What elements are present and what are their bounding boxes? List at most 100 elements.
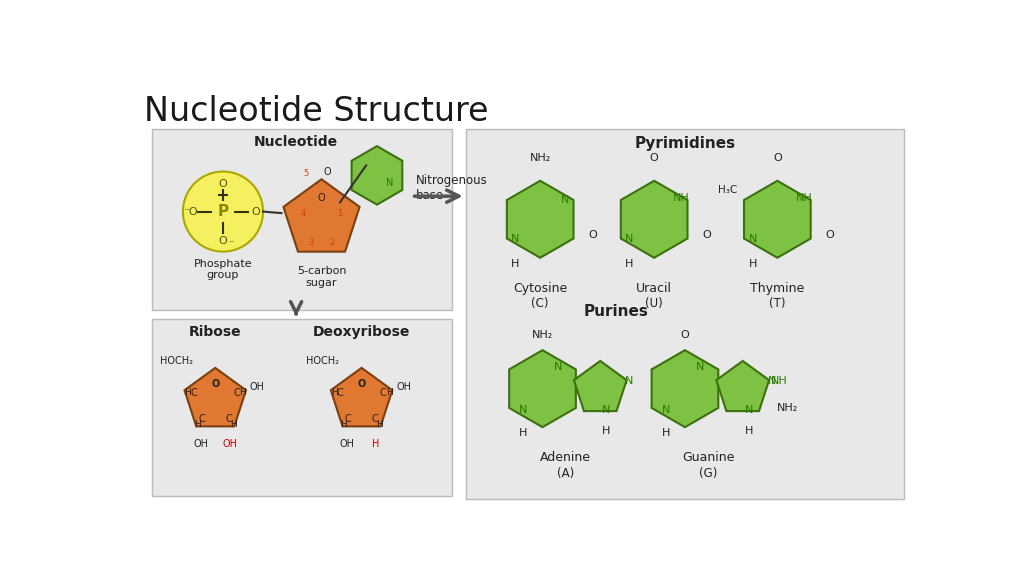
Text: H: H	[626, 259, 634, 269]
Text: N: N	[602, 406, 610, 415]
Text: O: O	[218, 236, 227, 246]
Text: O: O	[357, 379, 366, 389]
Text: 4: 4	[300, 209, 306, 218]
Text: H: H	[376, 420, 383, 429]
Text: NH: NH	[771, 376, 788, 386]
Text: Nitrogenous
base: Nitrogenous base	[416, 175, 487, 203]
Polygon shape	[351, 146, 402, 204]
Text: H: H	[331, 388, 338, 397]
Text: N: N	[511, 233, 520, 244]
Text: NH: NH	[796, 193, 813, 203]
Text: C: C	[337, 388, 343, 398]
Polygon shape	[651, 350, 718, 427]
Text: O: O	[773, 153, 781, 162]
Text: N: N	[696, 362, 705, 372]
Bar	[466, 129, 904, 499]
Text: H: H	[749, 259, 757, 269]
Text: O: O	[218, 179, 227, 189]
Text: N: N	[554, 362, 562, 372]
Text: Purines: Purines	[584, 304, 648, 319]
Text: Adenine: Adenine	[540, 452, 591, 464]
Text: (U): (U)	[645, 297, 663, 310]
Text: H₃C: H₃C	[718, 185, 737, 195]
Text: O: O	[251, 207, 260, 217]
Text: ⁻O: ⁻O	[183, 207, 198, 217]
Text: HOCH₂: HOCH₂	[306, 357, 339, 366]
Text: C: C	[380, 388, 386, 398]
Text: OH: OH	[222, 439, 238, 449]
Text: HOCH₂: HOCH₂	[160, 357, 193, 366]
Polygon shape	[184, 368, 246, 426]
Polygon shape	[509, 350, 575, 427]
Text: H: H	[229, 420, 237, 429]
Text: ⁻: ⁻	[228, 240, 233, 249]
Text: C: C	[372, 414, 378, 423]
Circle shape	[183, 172, 263, 252]
Text: Nucleotide Structure: Nucleotide Structure	[144, 95, 488, 128]
Text: OH: OH	[396, 382, 411, 392]
Text: (G): (G)	[698, 467, 717, 480]
Text: O: O	[588, 230, 597, 240]
Text: Uracil: Uracil	[636, 282, 672, 295]
Text: OH: OH	[194, 439, 208, 449]
Text: H: H	[602, 426, 610, 436]
Text: N: N	[519, 406, 527, 415]
Text: N: N	[744, 406, 753, 415]
Text: NH₂: NH₂	[777, 403, 798, 413]
Text: N: N	[626, 233, 634, 244]
Text: H: H	[511, 259, 520, 269]
Text: Nucleotide: Nucleotide	[254, 135, 338, 149]
Text: C: C	[345, 414, 351, 423]
Text: 3: 3	[308, 238, 313, 247]
Text: H: H	[519, 429, 527, 438]
Polygon shape	[284, 179, 359, 252]
Text: H: H	[662, 429, 670, 438]
Text: N: N	[749, 233, 757, 244]
Text: O: O	[825, 230, 835, 240]
Text: H: H	[184, 388, 191, 397]
Text: C: C	[190, 388, 197, 398]
Text: N: N	[386, 178, 393, 188]
Text: Phosphate
group: Phosphate group	[194, 259, 252, 280]
Text: Cytosine: Cytosine	[513, 282, 567, 295]
Text: Thymine: Thymine	[751, 282, 805, 295]
Text: O: O	[702, 230, 711, 240]
Text: H: H	[340, 420, 347, 429]
Polygon shape	[744, 181, 811, 258]
Text: C: C	[199, 414, 206, 423]
Text: O: O	[317, 194, 326, 203]
Text: O: O	[324, 166, 332, 176]
Text: NH₂: NH₂	[529, 153, 551, 162]
Text: NH₂: NH₂	[531, 330, 553, 340]
Text: OH: OH	[340, 439, 354, 449]
Text: Guanine: Guanine	[682, 452, 734, 464]
Text: Pyrimidines: Pyrimidines	[635, 137, 735, 151]
Text: (A): (A)	[557, 467, 574, 480]
Text: N: N	[626, 376, 634, 386]
Text: O: O	[681, 330, 689, 340]
Text: 5: 5	[303, 169, 309, 177]
Text: H: H	[386, 388, 392, 397]
Bar	[153, 129, 453, 310]
Text: Ribose: Ribose	[189, 325, 242, 339]
Text: N: N	[662, 406, 670, 415]
Text: H: H	[744, 426, 753, 436]
Text: OH: OH	[250, 382, 265, 392]
Polygon shape	[331, 368, 392, 426]
Text: 5-carbon
sugar: 5-carbon sugar	[297, 266, 346, 288]
Text: P: P	[217, 204, 228, 219]
Polygon shape	[717, 361, 769, 411]
Text: Deoxyribose: Deoxyribose	[313, 325, 411, 339]
Text: H: H	[195, 420, 201, 429]
Text: C: C	[225, 414, 232, 423]
Text: (T): (T)	[769, 297, 785, 310]
Polygon shape	[621, 181, 687, 258]
Text: O: O	[211, 379, 219, 389]
Text: (C): (C)	[531, 297, 549, 310]
Polygon shape	[573, 361, 627, 411]
Text: H: H	[240, 388, 246, 397]
Text: N: N	[561, 195, 569, 205]
Text: 2: 2	[330, 238, 335, 247]
Bar	[153, 319, 453, 497]
Text: C: C	[233, 388, 241, 398]
